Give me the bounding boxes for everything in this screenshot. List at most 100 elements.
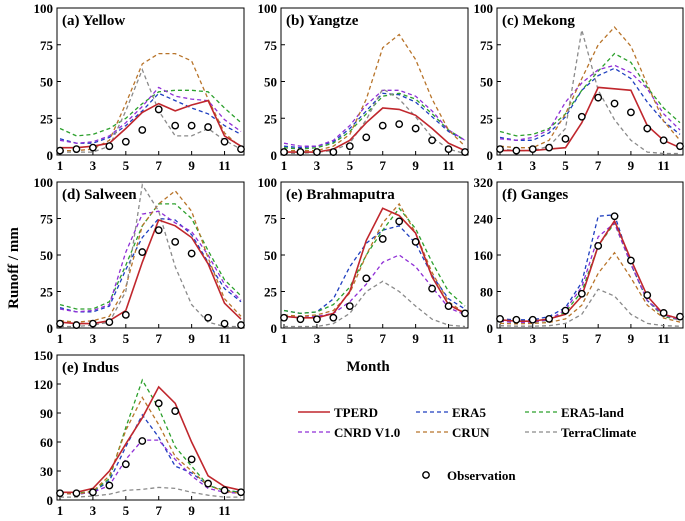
observation-point [643,124,652,133]
y-tick-label: 25 [264,285,278,300]
series-line-era5-land [59,203,242,310]
y-axis-label: Runoff / mm [6,227,22,309]
x-tick-label: 9 [188,158,195,173]
observation-point [105,318,114,327]
series-line-era5-land [499,52,681,137]
observation-point [296,148,305,156]
x-tick-label: 3 [90,158,97,173]
series-line-era5 [59,92,242,144]
observation-point [296,315,305,324]
x-tick-label: 3 [90,331,97,346]
x-tick-label: 9 [412,331,419,346]
x-tick-label: 11 [218,158,230,173]
y-tick-label: 120 [34,377,54,392]
series-line-crun [283,202,466,317]
observation-point [72,489,81,498]
observation-point [280,148,288,156]
legend-marker [422,471,430,479]
series-line-tperd [283,207,466,319]
x-tick-label: 5 [123,503,130,518]
series-line-crun [499,251,681,325]
plot-frame [280,7,469,156]
y-tick-label: 100 [258,1,278,16]
series-line-terraclimate [60,67,242,153]
y-tick-label: 30 [40,464,53,479]
observation-point [512,146,521,155]
observation-point [138,248,147,256]
observation-point [594,93,603,102]
panel-title: (a) Yellow [62,13,125,29]
observation-point [138,126,147,134]
y-tick-label: 160 [474,248,494,263]
series-line-tperd [60,99,242,149]
observation-point [187,121,196,130]
x-tick-label: 1 [57,158,64,173]
panel-title: (c) Mekong [502,13,575,29]
observation-point [121,460,130,469]
y-tick-label: 25 [480,111,494,126]
y-tick-label: 0 [47,321,54,336]
legend-item-era5: ERA5 [416,405,486,420]
series-line-terraclimate [284,280,466,328]
legend-label: Observation [447,468,516,483]
observation-point [676,142,684,151]
y-tick-label: 100 [474,1,494,16]
observation-point [362,133,371,142]
x-tick-label: 11 [218,331,230,346]
observation-point [496,314,504,323]
x-tick-label: 3 [90,503,97,518]
y-tick-label: 50 [40,75,53,90]
series-line-cnrd-v1-0 [499,64,681,141]
observation-point [411,237,420,246]
x-tick-label: 11 [442,331,454,346]
observation-point [56,489,64,498]
observation-point [105,142,114,151]
observation-point [237,321,245,329]
x-tick-label: 7 [595,158,602,173]
observation-point [121,310,130,319]
observation-point [528,315,537,324]
y-tick-label: 100 [258,175,278,190]
x-tick-label: 5 [123,331,130,346]
series-line-tperd [284,107,466,153]
observation-point [345,302,354,310]
observation-point [444,302,453,310]
observation-point [461,148,469,156]
x-tick-label: 3 [529,158,536,173]
x-tick-label: 5 [562,158,569,173]
y-tick-label: 75 [264,38,278,53]
y-tick-label: 75 [264,212,278,227]
x-tick-label: 11 [218,503,230,518]
y-tick-label: 150 [34,348,54,363]
legend-label: ERA5-land [561,405,625,420]
observation-point [345,142,354,151]
x-tick-label: 5 [123,158,130,173]
x-tick-label: 9 [188,503,195,518]
panel-f-ganges: 0 80 160 240 320 1 3 5 7 9 11 (f) Ganges [474,175,684,346]
series-line-era5-land [283,207,466,315]
observation-point [187,455,196,464]
x-tick-label: 7 [379,331,386,346]
legend-label: TerraClimate [561,425,637,440]
plot-frame [56,181,245,329]
y-tick-label: 50 [264,75,277,90]
observation-point [204,123,212,131]
y-tick-label: 100 [34,1,54,16]
observation-point [89,319,97,328]
observation-point [610,212,619,221]
observation-point [561,134,570,143]
observation-point [154,105,163,114]
x-tick-label: 1 [497,331,504,346]
series-line-cnrd-v1-0 [59,210,242,313]
y-tick-label: 50 [480,75,493,90]
panel-title: (d) Salween [62,187,137,203]
panel-a-yellow: 0 25 50 75 100 1 3 5 7 9 11 (a) Yellow [34,1,245,173]
x-tick-label: 9 [412,158,419,173]
observation-point [545,143,553,152]
observation-point [237,145,245,154]
y-tick-label: 0 [47,148,54,163]
series-line-era5-land [59,378,242,494]
legend-label: CRUN [452,425,490,440]
x-tick-label: 3 [314,331,321,346]
